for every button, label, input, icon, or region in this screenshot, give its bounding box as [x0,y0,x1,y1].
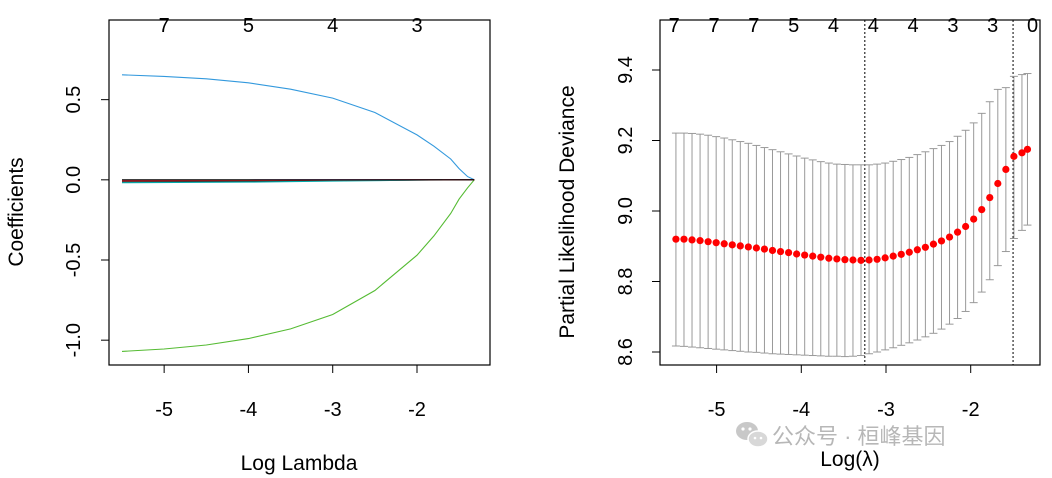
deviance-point [672,235,680,243]
deviance-point [994,179,1002,188]
deviance-point [865,256,873,264]
deviance-point [704,238,712,246]
right-x-tick-label: -5 [708,399,726,421]
deviance-point [688,236,696,244]
deviance-point [1018,149,1026,157]
right-top-axis-label: 4 [908,15,919,37]
deviance-point [680,235,688,243]
right-y-tick-label: 9.0 [615,197,637,225]
left-x-tick-label: -5 [155,399,173,421]
right-plot-box [659,19,1041,366]
right-top-axis-label: 0 [1027,15,1038,37]
watermark-text: 公众号 · 桓峰基因 [772,424,946,449]
left-x-axis-title: Log Lambda [241,452,358,475]
left-series-layer [121,74,475,352]
left-top-axis-label: 3 [411,15,422,37]
left-y-tick-label: -1.0 [63,323,85,357]
deviance-point [962,222,970,231]
deviance-point [728,241,736,249]
deviance-point [970,215,978,223]
deviance-point [1023,145,1032,153]
deviance-point [833,255,841,263]
left-x-tick-label: -4 [240,399,258,421]
deviance-point [696,237,704,245]
deviance-point [929,240,938,248]
deviance-point [712,239,720,247]
deviance-point [817,253,825,261]
right-top-axis-label: 3 [947,15,958,37]
deviance-point [889,252,897,260]
left-top-axis-label: 4 [327,15,338,37]
deviance-point [752,244,761,252]
deviance-point [905,248,913,256]
right-top-axis-label: 3 [987,15,998,37]
right-top-axis-label: 7 [708,15,719,37]
left-y-tick-label: 0.0 [63,166,85,194]
right-y-tick-label: 9.2 [615,127,637,155]
left-x-tick-label: -3 [324,399,342,421]
right-top-axis-label: 7 [748,15,759,37]
right-top-axis-label: 4 [828,15,839,37]
left-y-axis-title: Coefficients [5,157,28,266]
deviance-point [720,240,728,248]
deviance-point [801,251,809,259]
deviance-point [897,250,905,258]
deviance-point [953,228,962,236]
deviance-point [849,256,857,264]
left-x-tick-label: -2 [408,399,426,421]
left-panel: -5 -4 -3 -2 7 5 4 3 -1.0 -0.5 0.0 0.5 Log Lambda Co… [5,15,491,475]
right-y-tick-label: 8.8 [615,268,637,296]
right-y-axis-title: Partial Likelihood Deviance [556,85,579,338]
deviance-point [1010,152,1018,160]
right-top-axis-label: 4 [868,15,879,37]
right-y-tick-label: 8.6 [615,338,637,366]
deviance-point [784,248,793,257]
right-x-axis-title: Log(λ) [820,448,880,471]
right-series-layer [671,20,1032,365]
right-y-tick-label: 9.4 [615,56,637,84]
right-top-axis-label: 7 [669,15,680,37]
deviance-point [825,254,833,262]
right-x-tick-label: -3 [877,399,895,421]
deviance-point [841,256,849,264]
deviance-point [937,237,946,245]
deviance-point [857,256,865,264]
deviance-point [873,255,881,263]
deviance-point [1002,165,1010,174]
watermark: 公众号 · 桓峰基因 [736,422,946,449]
deviance-point [978,205,986,214]
right-x-tick-label: -4 [792,399,810,421]
deviance-point [776,247,785,256]
wechat-icon [736,422,769,448]
deviance-point [945,233,954,241]
deviance-point [986,194,994,202]
deviance-point [913,246,921,254]
right-axes-layer: -5 -4 -3 -2 7 7 7 5 4 4 4 3 3 0 8.6 8.8 9.0 9.2 9.4 [615,15,1038,421]
right-x-tick-label: -2 [962,399,980,421]
coefficient-path-line [121,179,475,352]
deviance-point [809,252,817,260]
deviance-point [744,243,752,251]
deviance-point [736,242,744,250]
deviance-point [768,246,777,255]
left-axes-layer: -5 -4 -3 -2 7 5 4 3 -1.0 -0.5 0.0 0.5 [63,15,426,421]
deviance-point [760,245,769,253]
deviance-point [881,254,889,262]
left-y-tick-label: 0.5 [63,86,85,114]
coefficient-path-line [121,74,475,181]
deviance-point [793,250,801,258]
right-panel: -5 -4 -3 -2 7 7 7 5 4 4 4 3 3 0 8.6 8.8 9.0 9.2 9.4 Log(λ)… [556,15,1041,471]
left-plot-box [108,19,491,366]
left-top-axis-label: 5 [243,15,254,37]
left-top-axis-label: 7 [159,15,170,37]
left-y-tick-label: -0.5 [63,243,85,277]
deviance-point [921,243,929,251]
right-top-axis-label: 5 [788,15,799,37]
